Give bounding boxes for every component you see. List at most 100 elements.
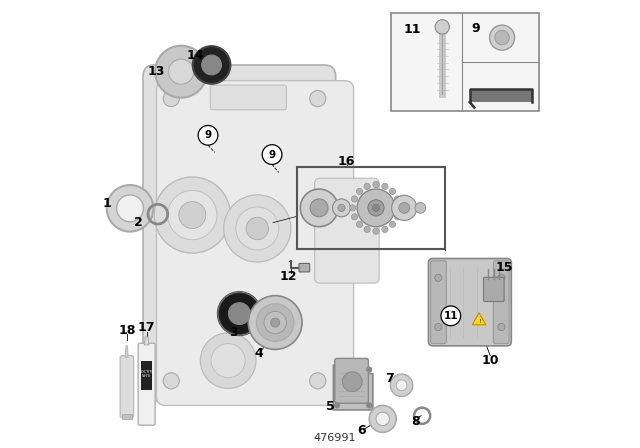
Circle shape xyxy=(107,185,154,232)
Circle shape xyxy=(367,367,372,372)
FancyBboxPatch shape xyxy=(335,358,369,403)
Circle shape xyxy=(441,306,461,326)
Circle shape xyxy=(435,20,449,34)
Polygon shape xyxy=(145,337,149,345)
Circle shape xyxy=(168,190,217,240)
Circle shape xyxy=(382,183,388,190)
Circle shape xyxy=(369,405,396,432)
Circle shape xyxy=(334,403,340,408)
FancyBboxPatch shape xyxy=(210,85,287,110)
Circle shape xyxy=(435,274,442,281)
Text: 1: 1 xyxy=(103,197,111,211)
Circle shape xyxy=(368,200,384,216)
Circle shape xyxy=(382,226,388,233)
Circle shape xyxy=(389,188,396,194)
Circle shape xyxy=(310,90,326,107)
Circle shape xyxy=(396,380,407,391)
Text: 12: 12 xyxy=(280,270,297,284)
Circle shape xyxy=(342,372,362,392)
Circle shape xyxy=(224,195,291,262)
Circle shape xyxy=(271,318,280,327)
Circle shape xyxy=(310,199,328,217)
Circle shape xyxy=(351,196,358,202)
FancyBboxPatch shape xyxy=(431,261,446,344)
Circle shape xyxy=(154,177,230,253)
Circle shape xyxy=(228,303,250,324)
Text: 10: 10 xyxy=(481,354,499,367)
Circle shape xyxy=(310,373,326,389)
Bar xyxy=(391,13,539,111)
FancyBboxPatch shape xyxy=(138,343,155,425)
Circle shape xyxy=(390,374,413,396)
Text: 8: 8 xyxy=(411,414,420,428)
Circle shape xyxy=(357,189,395,227)
Circle shape xyxy=(373,181,379,188)
Circle shape xyxy=(394,214,401,220)
Text: 11: 11 xyxy=(444,311,458,321)
Circle shape xyxy=(367,403,372,408)
FancyBboxPatch shape xyxy=(484,277,504,302)
Circle shape xyxy=(246,217,269,240)
Bar xyxy=(470,89,532,102)
Circle shape xyxy=(498,323,505,331)
Circle shape xyxy=(373,228,379,234)
Circle shape xyxy=(495,30,509,45)
Circle shape xyxy=(415,202,426,213)
Circle shape xyxy=(351,214,358,220)
Circle shape xyxy=(211,344,245,378)
Circle shape xyxy=(490,25,515,50)
Circle shape xyxy=(200,333,256,388)
Text: 9: 9 xyxy=(204,130,212,140)
Polygon shape xyxy=(125,346,128,358)
Circle shape xyxy=(168,59,194,84)
Circle shape xyxy=(155,46,207,98)
Circle shape xyxy=(356,221,363,228)
Circle shape xyxy=(198,125,218,145)
Circle shape xyxy=(435,323,442,331)
Text: 9: 9 xyxy=(472,22,480,34)
Text: 4: 4 xyxy=(254,347,263,361)
Text: 16: 16 xyxy=(337,155,355,168)
Circle shape xyxy=(349,205,356,211)
Text: 9: 9 xyxy=(269,150,276,159)
Circle shape xyxy=(364,226,370,233)
Text: 15: 15 xyxy=(496,261,513,275)
Circle shape xyxy=(356,188,363,194)
Circle shape xyxy=(202,55,221,75)
Text: 6: 6 xyxy=(357,424,366,438)
Circle shape xyxy=(248,296,302,349)
Bar xyxy=(141,361,152,390)
Circle shape xyxy=(399,202,410,213)
Text: 13: 13 xyxy=(148,65,165,78)
Text: 17: 17 xyxy=(138,321,156,335)
FancyBboxPatch shape xyxy=(493,261,509,344)
Text: 18: 18 xyxy=(118,324,136,337)
Circle shape xyxy=(376,412,390,426)
FancyBboxPatch shape xyxy=(299,263,310,272)
Circle shape xyxy=(338,204,345,211)
Bar xyxy=(297,167,445,249)
Text: 14: 14 xyxy=(187,49,204,62)
Bar xyxy=(122,414,132,419)
Circle shape xyxy=(163,373,179,389)
FancyBboxPatch shape xyxy=(157,81,353,405)
Circle shape xyxy=(218,292,261,335)
FancyBboxPatch shape xyxy=(428,258,511,346)
Circle shape xyxy=(498,274,505,281)
FancyBboxPatch shape xyxy=(143,65,336,401)
Circle shape xyxy=(163,90,179,107)
Circle shape xyxy=(372,204,380,211)
Circle shape xyxy=(179,202,206,228)
Circle shape xyxy=(264,311,287,334)
Text: 3: 3 xyxy=(230,326,238,339)
FancyBboxPatch shape xyxy=(120,356,134,418)
Circle shape xyxy=(364,183,370,190)
Polygon shape xyxy=(472,313,486,325)
Circle shape xyxy=(396,205,403,211)
Text: LOCTITE
5970: LOCTITE 5970 xyxy=(140,370,154,379)
Circle shape xyxy=(262,145,282,164)
Circle shape xyxy=(116,195,143,222)
Polygon shape xyxy=(333,365,373,410)
Circle shape xyxy=(394,196,401,202)
Text: 476991: 476991 xyxy=(313,433,356,443)
